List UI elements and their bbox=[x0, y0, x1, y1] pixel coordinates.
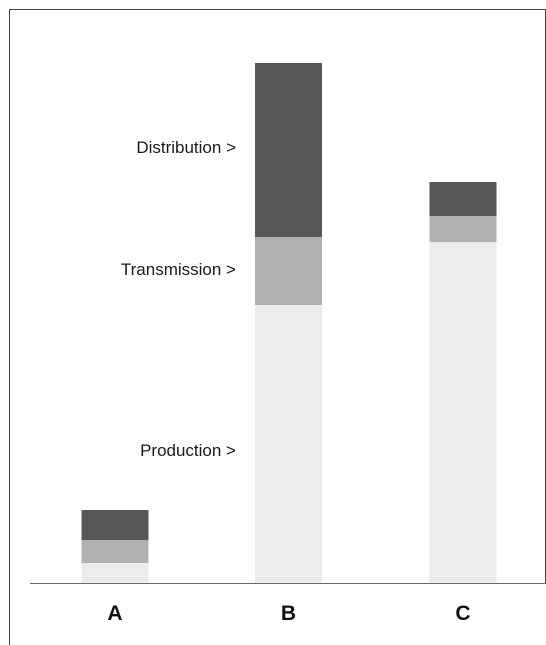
bar-c-production bbox=[429, 242, 497, 583]
bar-a-transmission bbox=[81, 540, 149, 563]
x-tick-label-a: A bbox=[107, 602, 122, 625]
x-tick-label-c: C bbox=[455, 602, 470, 625]
x-tick-label-b: B bbox=[281, 602, 296, 625]
series-label-transmission: Transmission > bbox=[121, 260, 236, 279]
bar-b-distribution bbox=[255, 63, 322, 237]
bar-b-transmission bbox=[255, 237, 322, 305]
bar-c-transmission bbox=[429, 216, 497, 242]
bar-a-production bbox=[81, 563, 149, 583]
series-label-production: Production > bbox=[140, 441, 236, 460]
x-tick-labels: A B C bbox=[107, 602, 470, 625]
chart-border-mask bbox=[10, 584, 546, 645]
bar-b-production bbox=[255, 305, 322, 583]
series-label-distribution: Distribution > bbox=[136, 138, 236, 157]
bars-layer bbox=[81, 63, 497, 583]
bar-a-distribution bbox=[81, 510, 149, 540]
series-labels: Distribution > Transmission > Production… bbox=[121, 138, 236, 460]
bar-c-distribution bbox=[429, 182, 497, 216]
